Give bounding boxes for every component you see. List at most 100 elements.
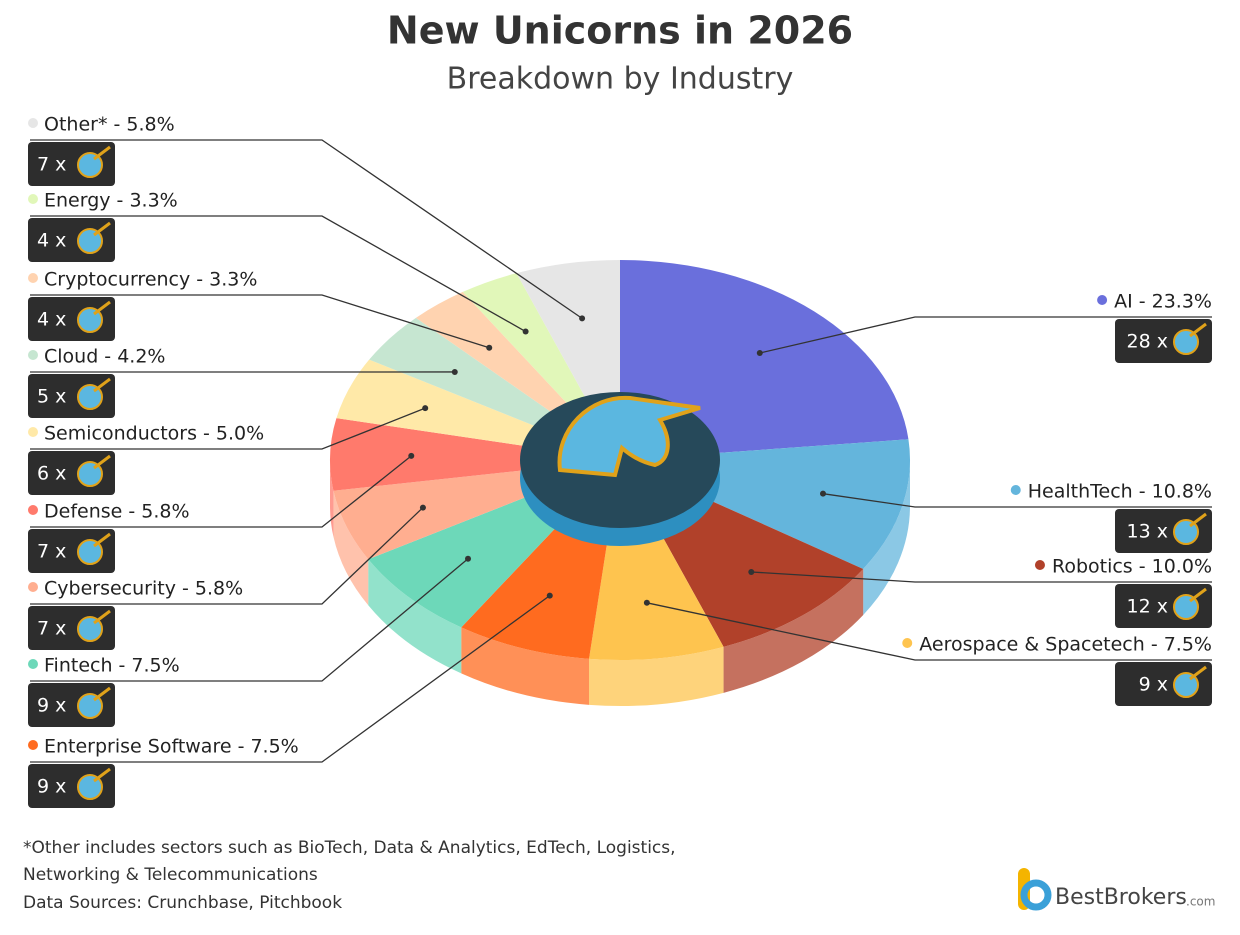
unicorn-horn xyxy=(93,686,111,702)
label-group: Cryptocurrency - 3.3% 4 x xyxy=(28,269,493,351)
category-label: Robotics - 10.0% xyxy=(1052,556,1212,578)
count-label: 12 x xyxy=(1127,596,1168,618)
label-group: AI - 23.3% 28 x xyxy=(756,291,1212,363)
count-label: 4 x xyxy=(37,230,66,252)
label-group: Other* - 5.8% 7 x xyxy=(28,114,586,322)
label-group: Defense - 5.8% 7 x xyxy=(28,452,415,573)
label-group: Cybersecurity - 5.8% 7 x xyxy=(28,504,426,650)
leader-line xyxy=(646,602,1212,661)
unicorn-horn xyxy=(1189,512,1207,528)
count-label: 7 x xyxy=(37,618,66,640)
legend-dot xyxy=(28,582,38,592)
legend-dot xyxy=(902,638,913,648)
leader-line xyxy=(759,316,1212,354)
unicorn-horn xyxy=(93,767,111,783)
legend-dot xyxy=(1034,560,1045,570)
label-group: Fintech - 7.5% 9 x xyxy=(28,555,472,727)
label-group: HealthTech - 10.8% 13 x xyxy=(820,481,1212,553)
footnote: Data Sources: Crunchbase, Pitchbook xyxy=(23,893,342,913)
label-group: Robotics - 10.0% 12 x xyxy=(748,556,1212,628)
count-label: 9 x xyxy=(37,776,66,798)
count-label: 7 x xyxy=(37,541,66,563)
brand-name: BestBrokers xyxy=(1055,885,1187,910)
count-label: 13 x xyxy=(1127,521,1168,543)
category-label: Energy - 3.3% xyxy=(44,190,178,212)
leader-dot xyxy=(465,555,472,562)
leader-dot xyxy=(419,504,426,511)
category-label: Other* - 5.8% xyxy=(44,114,175,136)
leader-line xyxy=(30,558,469,682)
leader-dot xyxy=(820,490,827,497)
chart-subtitle: Breakdown by Industry xyxy=(447,62,794,97)
unicorn-horn xyxy=(93,377,111,393)
count-label: 5 x xyxy=(37,386,66,408)
category-label: Aerospace & Spacetech - 7.5% xyxy=(919,634,1212,656)
legend-dot xyxy=(28,505,38,515)
hub-unicorn xyxy=(557,395,701,478)
category-label: Cloud - 4.2% xyxy=(44,346,165,368)
leader-line xyxy=(30,455,412,528)
leader-line xyxy=(30,215,526,333)
category-label: Cryptocurrency - 3.3% xyxy=(44,269,257,291)
category-label: Enterprise Software - 7.5% xyxy=(44,736,299,758)
unicorn-horn xyxy=(1189,665,1207,681)
slice-side xyxy=(589,646,724,706)
legend-dot xyxy=(28,427,38,437)
legend-dot xyxy=(28,350,38,360)
count-label: 9 x xyxy=(37,695,66,717)
unicorn-horn xyxy=(1189,587,1207,603)
label-group: Enterprise Software - 7.5% 9 x xyxy=(28,592,553,808)
legend-dot xyxy=(1010,485,1021,495)
leader-dot xyxy=(422,405,429,412)
legend-dot xyxy=(28,273,38,283)
unicorn-horn xyxy=(93,300,111,316)
leader-dot xyxy=(408,452,415,459)
leader-line xyxy=(822,493,1212,508)
count-label: 9 x xyxy=(1139,674,1168,696)
slice-side xyxy=(723,568,864,693)
unicorn-horn xyxy=(93,454,111,470)
leader-dot xyxy=(546,592,553,599)
leader-dot xyxy=(451,368,458,375)
leader-line xyxy=(30,507,424,605)
brand-suffix: .com xyxy=(1186,895,1215,909)
category-label: Defense - 5.8% xyxy=(44,501,190,523)
count-label: 28 x xyxy=(1127,331,1168,353)
leader-dot xyxy=(748,568,755,575)
leader-line xyxy=(30,407,426,450)
legend-dot xyxy=(28,118,38,128)
count-label: 7 x xyxy=(37,154,66,176)
category-label: Fintech - 7.5% xyxy=(44,655,180,677)
legend-dot xyxy=(28,194,38,204)
unicorn-horn xyxy=(93,609,111,625)
slice-side xyxy=(863,460,910,615)
footnote: Networking & Telecommunications xyxy=(23,865,318,885)
unicorn-horn xyxy=(93,145,111,161)
leader-dot xyxy=(756,350,763,357)
leader-line xyxy=(30,294,490,349)
leader-dot xyxy=(486,344,493,351)
slice-side xyxy=(368,559,462,674)
leader-line xyxy=(30,595,551,763)
brand-logo: BestBrokers .com xyxy=(1018,868,1215,911)
category-label: AI - 23.3% xyxy=(1114,291,1212,313)
label-group: Semiconductors - 5.0% 6 x xyxy=(28,405,429,495)
pie xyxy=(329,260,911,706)
slice-side xyxy=(333,490,369,606)
count-label: 4 x xyxy=(37,309,66,331)
leader-dot xyxy=(643,599,650,606)
footnote: *Other includes sectors such as BioTech,… xyxy=(23,838,676,858)
leader-dot xyxy=(522,328,529,335)
label-group: Cloud - 4.2% 5 x xyxy=(28,346,458,418)
slice-side xyxy=(330,460,334,537)
unicorn-horn xyxy=(93,532,111,548)
leader-line xyxy=(30,139,583,319)
category-label: HealthTech - 10.8% xyxy=(1028,481,1212,503)
category-label: Semiconductors - 5.0% xyxy=(44,423,264,445)
slice xyxy=(329,418,620,491)
slice-side xyxy=(461,627,590,705)
legend-dot xyxy=(1097,295,1108,305)
unicorn-horn xyxy=(1189,322,1207,338)
unicorn-horn xyxy=(93,221,111,237)
